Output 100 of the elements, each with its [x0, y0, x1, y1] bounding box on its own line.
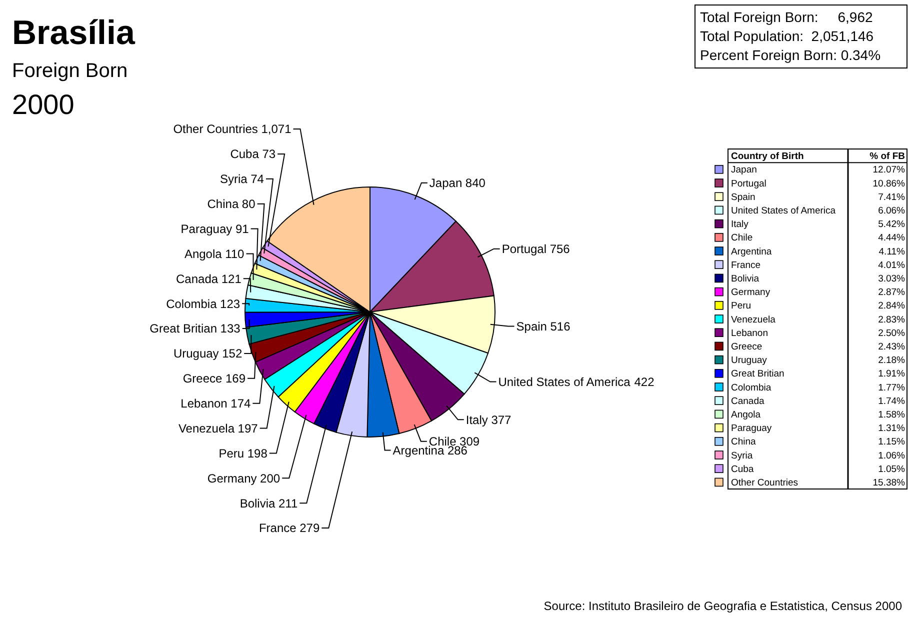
data-label: 7.41% — [878, 192, 906, 203]
data-label: 4.11% — [878, 246, 906, 258]
category-label: Lebanon — [731, 328, 768, 339]
data-label: 1,071 — [261, 122, 292, 136]
category-label: Argentina — [731, 246, 772, 258]
slice-label: Uruguay — [173, 346, 219, 361]
data-label: 422 — [634, 374, 655, 389]
category-label: France — [731, 260, 761, 271]
slice-label: Syria — [220, 172, 248, 186]
category-label: Uruguay — [731, 355, 768, 366]
data-label: 123 — [220, 296, 240, 311]
slice-label: Germany — [207, 471, 257, 486]
category-label: Paraguay — [731, 423, 772, 434]
slice-label: Greece — [182, 372, 223, 386]
data-label: 1.58% — [878, 410, 906, 421]
data-label: 197 — [238, 421, 258, 436]
data-label: 2.83% — [878, 314, 906, 326]
slice-label: Portugal — [502, 242, 547, 256]
data-label: 198 — [247, 446, 268, 460]
data-label: 15.38% — [872, 478, 906, 489]
slice-label: United States of America — [498, 374, 631, 389]
data-label: 3.03% — [878, 274, 906, 285]
data-label: 211 — [278, 496, 298, 510]
data-label: 1.05% — [878, 464, 906, 475]
slice-label: Colombia — [166, 296, 218, 311]
category-label: China — [731, 436, 757, 448]
category-label: Greece — [731, 342, 762, 353]
data-label: 377 — [491, 412, 512, 427]
data-label: 12.07% — [872, 164, 906, 176]
slice-label: Bolivia — [240, 496, 276, 510]
text: Country of Birth — [731, 151, 804, 162]
source-note: Source: Instituto Brasileiro de Geografia e Estatistica, Census 2000 — [544, 599, 902, 613]
chart-subtitle: Foreign Born — [12, 60, 128, 82]
data-label: 516 — [550, 319, 571, 334]
slice-label: Lebanon — [180, 396, 228, 411]
data-label: 2.50% — [878, 328, 906, 339]
data-label: 1.77% — [878, 382, 906, 394]
category-label: Chile — [731, 232, 753, 244]
slice-label: Venezuela — [178, 421, 235, 436]
category-label: Colombia — [731, 382, 772, 394]
text: Percent Foreign Born: 0.34% — [700, 47, 881, 63]
data-label: 200 — [260, 471, 280, 486]
category-label: Syria — [731, 450, 754, 462]
slice-label: Other Countries — [173, 122, 258, 136]
category-label: Bolivia — [731, 274, 760, 285]
data-label: 5.42% — [878, 219, 906, 230]
category-label: Japan — [731, 164, 757, 176]
data-label: 6.06% — [878, 206, 906, 217]
slice-label: Italy — [466, 412, 488, 427]
category-label: Spain — [731, 192, 756, 203]
data-label: 169 — [226, 372, 246, 386]
data-label: 4.01% — [878, 260, 906, 271]
data-label: 1.15% — [878, 436, 906, 448]
category-label: Italy — [731, 219, 749, 230]
data-label: 2.87% — [878, 287, 906, 298]
data-label: 1.91% — [878, 368, 906, 380]
data-label: 1.74% — [878, 396, 906, 407]
category-label: Other Countries — [731, 478, 798, 489]
slice-label: Paraguay — [180, 222, 232, 236]
slice-label: Japan — [429, 176, 462, 190]
data-label: 80 — [242, 197, 256, 212]
category-label: Portugal — [731, 178, 766, 190]
slice-label: Great Britian — [150, 322, 218, 336]
data-label: 756 — [550, 242, 570, 256]
text: Total Foreign Born: 6,962 — [700, 9, 873, 25]
slice-label: Cuba — [230, 147, 260, 162]
data-label: 152 — [222, 346, 242, 361]
category-label: Angola — [731, 410, 762, 421]
data-label: 73 — [262, 147, 276, 162]
category-label: Venezuela — [731, 314, 776, 326]
slice-label: Spain — [516, 319, 547, 334]
data-label: 2.84% — [878, 300, 906, 312]
category-label: Cuba — [731, 464, 754, 475]
text: Total Population: 2,051,146 — [700, 28, 874, 44]
data-label: 2.18% — [878, 355, 906, 366]
data-label: 4.44% — [878, 232, 906, 244]
data-label: 174 — [230, 396, 251, 411]
data-label: 2.43% — [878, 342, 906, 353]
data-label: 121 — [221, 272, 242, 286]
data-label: 279 — [300, 521, 320, 536]
data-label: 1.31% — [878, 423, 906, 434]
data-label: 1.06% — [878, 450, 906, 462]
text: % of FB — [870, 151, 906, 162]
data-label: 10.86% — [872, 178, 906, 190]
category-label: United States of America — [731, 206, 836, 217]
text: 2000 — [12, 89, 74, 120]
category-label: Canada — [731, 396, 765, 407]
data-label: 133 — [220, 322, 241, 336]
category-label: Germany — [731, 287, 770, 298]
category-label: Peru — [731, 300, 752, 312]
data-label: 91 — [235, 222, 250, 236]
category-label: Great Britian — [731, 368, 784, 380]
data-label: 840 — [465, 176, 486, 190]
slice-label: Peru — [218, 446, 244, 460]
data-label: 74 — [250, 172, 264, 186]
slice-label: Canada — [176, 272, 218, 286]
slice-label: Angola — [184, 246, 222, 261]
slice-label: China — [207, 197, 239, 212]
data-label: 110 — [225, 246, 245, 261]
chart-title: Brasília — [12, 14, 136, 52]
